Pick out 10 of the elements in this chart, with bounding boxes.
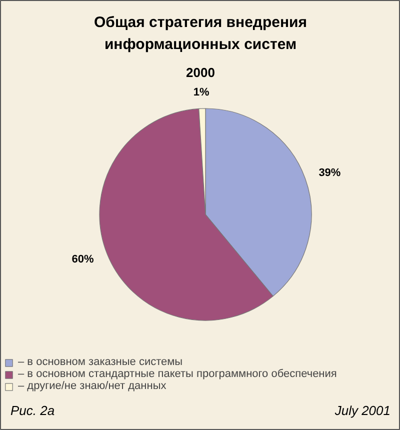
legend-label: – в основном стандартные пакеты программного обеспечения [18, 368, 337, 380]
data-label: 60% [72, 253, 94, 266]
chart-title: Общая стратегия внедрения информационных систем [94, 14, 308, 53]
chart-subtitle: 2000 [186, 65, 215, 80]
text: July 2001 [334, 403, 391, 418]
legend-label: – другие/не знаю/нет данных [18, 380, 166, 392]
data-label: 1% [193, 86, 210, 99]
data-label: 39% [318, 167, 341, 180]
legend-label: – в основном заказные системы [18, 356, 183, 368]
text: Рис. 2а [10, 403, 55, 418]
